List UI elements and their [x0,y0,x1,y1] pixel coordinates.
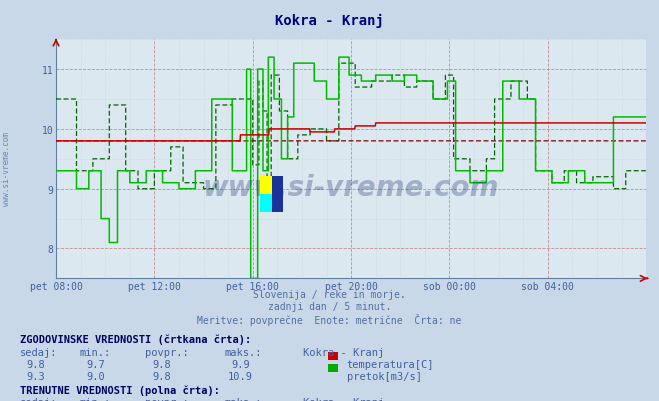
Text: Slovenija / reke in morje.: Slovenija / reke in morje. [253,290,406,300]
Text: 9.9: 9.9 [231,359,250,369]
Text: 9.8: 9.8 [27,359,45,369]
Text: sedaj:: sedaj: [20,397,57,401]
Text: povpr.:: povpr.: [145,347,188,357]
Text: 9.8: 9.8 [152,371,171,381]
Text: povpr.:: povpr.: [145,397,188,401]
Text: 9.7: 9.7 [86,359,105,369]
Text: www.si-vreme.com: www.si-vreme.com [203,174,499,202]
Text: 9.3: 9.3 [27,371,45,381]
Text: maks.:: maks.: [224,397,262,401]
Text: maks.:: maks.: [224,347,262,357]
Text: min.:: min.: [79,397,110,401]
Text: pretok[m3/s]: pretok[m3/s] [347,371,422,381]
Text: min.:: min.: [79,347,110,357]
Text: zadnji dan / 5 minut.: zadnji dan / 5 minut. [268,302,391,312]
Text: TRENUTNE VREDNOSTI (polna črta):: TRENUTNE VREDNOSTI (polna črta): [20,384,219,395]
Text: ZGODOVINSKE VREDNOSTI (črtkana črta):: ZGODOVINSKE VREDNOSTI (črtkana črta): [20,334,251,344]
Text: Kokra - Kranj: Kokra - Kranj [303,347,384,357]
Text: 9.0: 9.0 [86,371,105,381]
Text: temperatura[C]: temperatura[C] [347,359,434,369]
Text: Meritve: povprečne  Enote: metrične  Črta: ne: Meritve: povprečne Enote: metrične Črta:… [197,314,462,326]
Text: sedaj:: sedaj: [20,347,57,357]
Text: 10.9: 10.9 [228,371,253,381]
Text: www.si-vreme.com: www.si-vreme.com [2,132,11,205]
Text: 9.8: 9.8 [152,359,171,369]
Text: Kokra - Kranj: Kokra - Kranj [303,397,384,401]
Text: Kokra - Kranj: Kokra - Kranj [275,14,384,28]
